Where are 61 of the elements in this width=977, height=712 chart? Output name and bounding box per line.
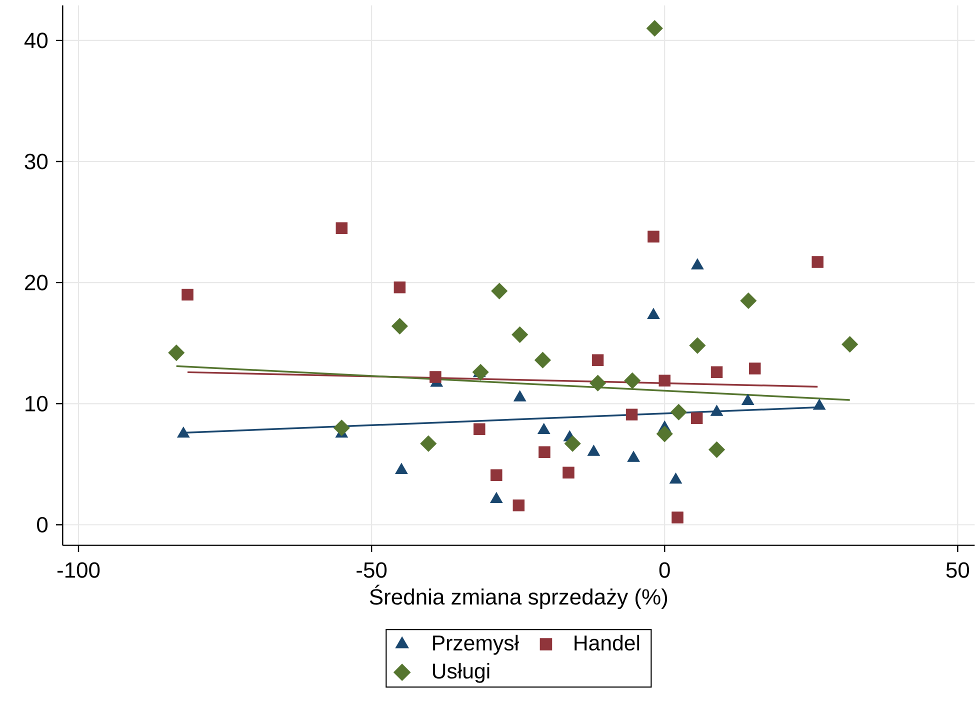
point [562,466,574,479]
y-tick-label: 10 [26,396,48,412]
point [647,308,660,320]
legend-label: Przemysł [433,634,519,655]
point [592,354,604,366]
point [740,292,757,309]
point [512,499,525,512]
y-tick-label: 0 [37,516,48,533]
point [842,336,858,353]
point [182,288,194,301]
point [812,256,824,268]
point [394,282,406,294]
y-tick-label: 20 [25,274,48,290]
point [672,512,684,524]
point [742,394,754,405]
point [564,435,581,452]
point [670,404,687,420]
point [512,326,528,343]
point [168,344,185,361]
point [333,420,350,436]
point [710,366,723,378]
point [624,372,641,389]
point [590,374,606,392]
point [491,282,508,300]
point [538,423,550,434]
point [490,492,503,504]
point [587,444,600,456]
point [690,412,703,424]
point [710,404,724,416]
x-tick-label: -100 [57,562,100,578]
y-tick-label: 40 [24,32,48,48]
point [646,20,663,37]
point [648,230,660,242]
x-tick-label: 0 [659,562,670,578]
legend-label: Handel [574,634,640,651]
point [813,398,826,410]
point [474,423,486,435]
point [538,446,550,458]
y-tick-label: 30 [24,154,48,170]
point [472,364,489,380]
point [395,463,408,474]
x-tick-label: 50 [946,562,970,578]
point [626,408,638,420]
point [708,441,725,458]
x-axis-title: Średnia zmiana sprzedaży (%) [370,584,668,610]
point [669,472,682,484]
x-tick-label: -50 [356,562,387,578]
point [656,426,673,442]
legend-label: Usługi [432,662,490,683]
point [177,426,190,438]
point [514,390,526,402]
point [420,435,437,452]
point [392,318,408,334]
point [490,469,502,481]
point [627,450,640,462]
point [430,371,442,383]
point [658,374,670,387]
point [749,362,761,374]
point [336,222,348,234]
point [534,352,551,368]
point [689,337,706,354]
